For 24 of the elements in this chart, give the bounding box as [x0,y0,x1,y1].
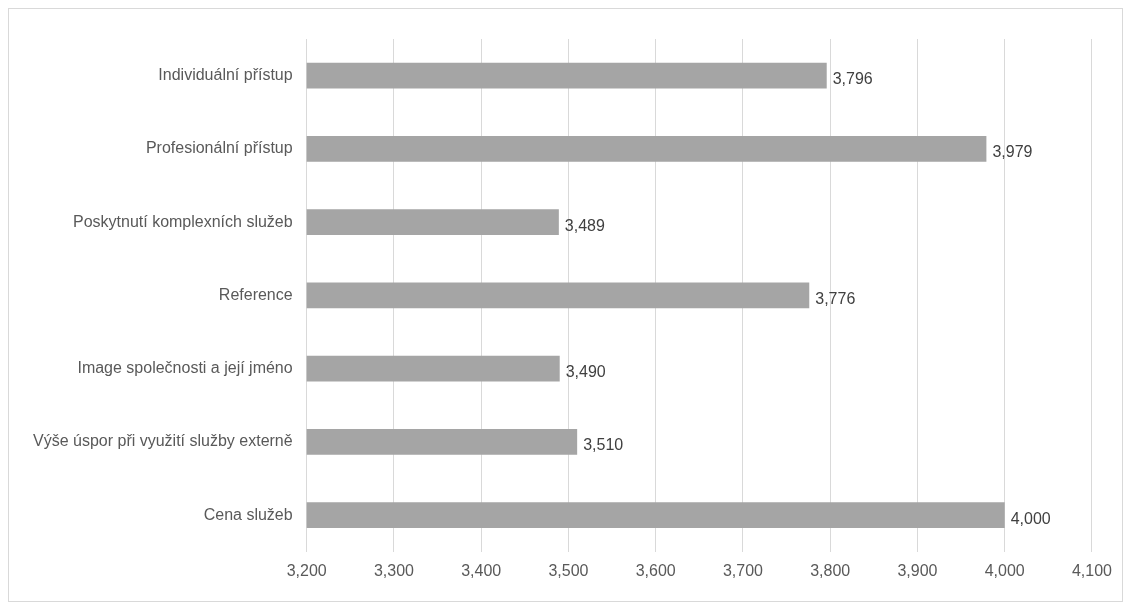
x-tick-label: 3,800 [810,561,851,579]
y-tick-label: Reference [218,285,293,303]
data-label: 3,776 [815,289,856,307]
x-tick-label: 3,500 [548,561,589,579]
data-label: 3,796 [832,70,873,88]
x-tick-label: 3,700 [722,561,764,579]
y-tick-label: Image společnosti a její jméno [77,359,293,377]
data-label: 3,510 [583,436,624,454]
x-tick-label: 3,300 [373,561,415,579]
y-tick-label: Poskytnutí komplexních služeb [72,212,293,230]
data-label: 3,490 [565,363,606,381]
y-tick-label: Cena služeb [203,505,293,523]
x-tick-label: 4,100 [1071,561,1113,579]
x-tick-label: 3,600 [635,561,676,579]
x-tick-label: 3,400 [461,561,502,579]
data-label: 3,489 [564,216,605,234]
x-tick-label: 3,900 [897,561,938,579]
data-label: 3,979 [992,143,1033,161]
y-tick-label: Individuální přístup [158,66,293,84]
x-tick-label: 4,000 [984,561,1025,579]
y-tick-label: Výše úspor při využití služby externě [32,432,293,450]
x-tick-label: 3,200 [286,561,327,579]
data-label: 4,000 [1010,509,1051,527]
y-tick-label: Profesionální přístup [145,139,293,157]
